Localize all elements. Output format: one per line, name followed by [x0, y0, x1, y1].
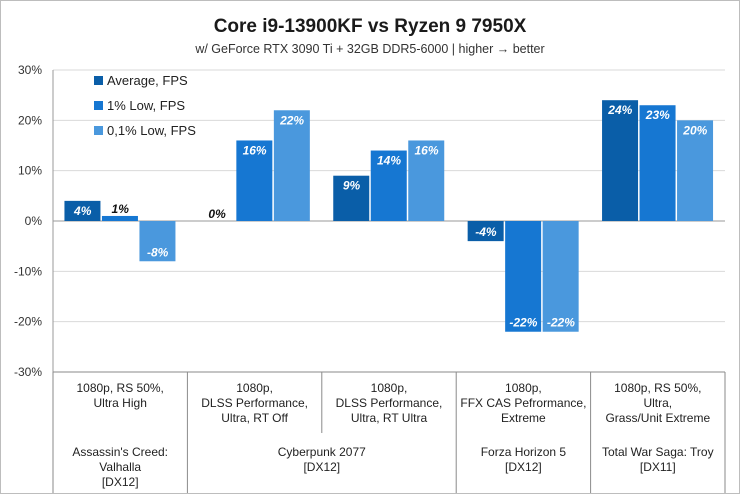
category-label: Ultra, RT Ultra: [351, 411, 428, 425]
data-label: 23%: [645, 108, 670, 122]
game-label: [DX12]: [505, 460, 542, 474]
y-tick-label: -10%: [14, 264, 42, 278]
data-label: -8%: [147, 245, 169, 259]
category-label: DLSS Performance,: [201, 396, 308, 410]
data-label: 22%: [279, 113, 304, 127]
legend-label: Average, FPS: [107, 73, 188, 88]
category-label: Ultra High: [94, 396, 147, 410]
legend-swatch: [94, 101, 103, 110]
y-tick-label: 30%: [18, 63, 42, 77]
game-label: Valhalla: [99, 460, 141, 474]
category-label: 1080p, RS 50%,: [614, 381, 701, 395]
legend-swatch: [94, 126, 103, 135]
category-label: Grass/Unit Extreme: [605, 411, 710, 425]
legend-label: 1% Low, FPS: [107, 98, 185, 113]
game-label: Total War Saga: Troy: [602, 445, 714, 459]
bar-series-2: [639, 105, 676, 221]
chart-subtitle: w/ GeForce RTX 3090 Ti + 32GB DDR5-6000 …: [194, 42, 544, 56]
data-label: 24%: [607, 103, 632, 117]
category-label: 1080p,: [505, 381, 542, 395]
bar-series-3: [273, 110, 310, 221]
category-label: 1080p,: [371, 381, 408, 395]
category-label: Ultra,: [643, 396, 672, 410]
bar-series-2: [101, 215, 138, 221]
category-label: FFX CAS Pefrormance,: [460, 396, 586, 410]
y-tick-label: 0%: [25, 214, 43, 228]
game-label: Forza Horizon 5: [481, 445, 567, 459]
y-axis: 30% 20% 10% 0% -10% -20% -30%: [14, 63, 54, 379]
category-label: 1080p, RS 50%,: [76, 381, 163, 395]
legend-swatch: [94, 76, 103, 85]
game-label: [DX12]: [102, 475, 139, 489]
bar-series-1: [467, 221, 504, 242]
data-label: 20%: [682, 123, 707, 137]
game-label: [DX12]: [303, 460, 340, 474]
y-tick-label: 20%: [18, 113, 42, 127]
bars: [64, 100, 714, 332]
data-label: -4%: [475, 225, 497, 239]
data-label: 0%: [208, 207, 226, 221]
bar-series-1: [64, 200, 101, 221]
data-label: 16%: [414, 143, 438, 157]
bar-series-3: [408, 140, 445, 221]
data-label: 9%: [343, 179, 361, 193]
bar-series-2: [370, 150, 407, 221]
data-label: 14%: [377, 154, 401, 168]
game-label: Cyberpunk 2077: [278, 445, 366, 459]
bar-series-2: [505, 221, 542, 332]
data-label: -22%: [547, 316, 575, 330]
bar-series-3: [542, 221, 579, 332]
category-label: 1080p,: [236, 381, 273, 395]
data-label: 16%: [243, 143, 267, 157]
bar-series-3: [677, 120, 714, 221]
legend-label: 0,1% Low, FPS: [107, 123, 196, 138]
bar-series-3: [139, 221, 176, 262]
category-label: Ultra, RT Off: [221, 411, 288, 425]
bar-series-1: [333, 175, 370, 221]
bar-series-1: [602, 100, 639, 221]
data-label: -22%: [509, 316, 537, 330]
bar-series-2: [236, 140, 273, 221]
y-tick-label: 10%: [18, 164, 42, 178]
y-tick-label: -30%: [14, 365, 42, 379]
y-tick-label: -20%: [14, 315, 42, 329]
data-labels: 4% 1% -8% 0% 16% 22% 9% 14% 16% -4% -22% -22% 24% 23%…: [73, 103, 708, 330]
chart-title: Core i9-13900KF vs Ryzen 9 7950X: [214, 16, 527, 37]
data-label: 1%: [112, 202, 130, 216]
category-label: DLSS Performance,: [336, 396, 443, 410]
data-label: 4%: [73, 204, 92, 218]
game-label: [DX11]: [640, 460, 676, 474]
game-label: Assassin's Creed:: [72, 445, 168, 459]
category-label: Extreme: [501, 411, 546, 425]
legend: Average, FPS 1% Low, FPS 0,1% Low, FPS: [94, 73, 196, 138]
